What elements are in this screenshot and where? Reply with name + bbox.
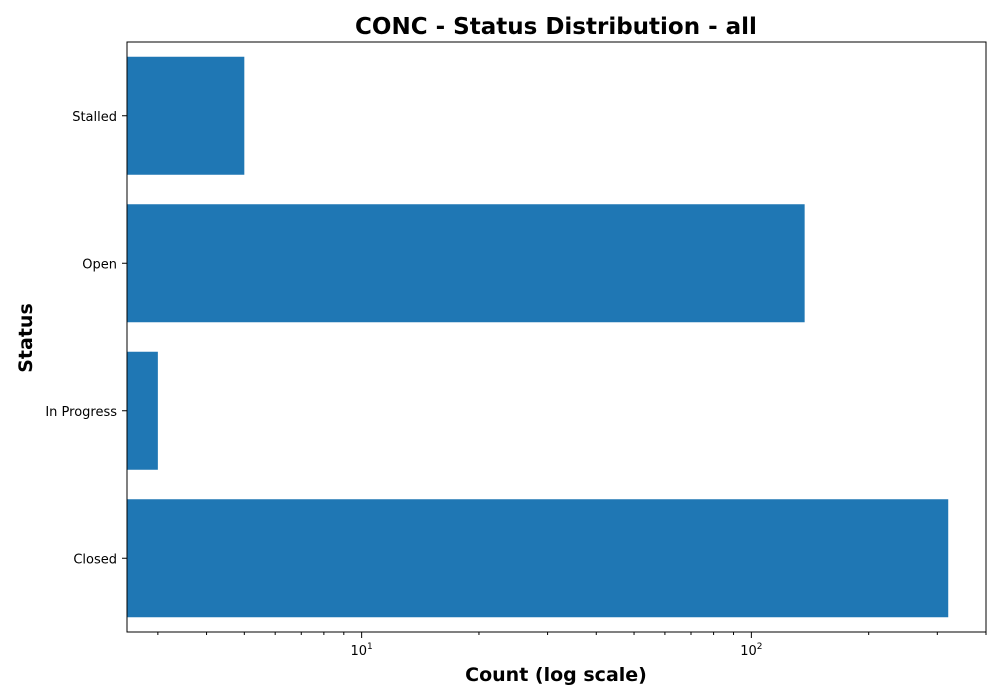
y-tick-label: Open xyxy=(82,257,117,272)
bar-in-progress xyxy=(127,351,158,470)
y-tick-label: Stalled xyxy=(72,110,117,125)
x-tick-label: 102 xyxy=(740,642,762,659)
plot-area: Closed In Progress Open Stalled 101 102 xyxy=(45,41,987,659)
y-axis-label: Status xyxy=(15,303,37,373)
plot-frame xyxy=(126,41,987,633)
x-axis-label: Count (log scale) xyxy=(465,664,647,686)
chart-title: CONC - Status Distribution - all xyxy=(355,14,757,40)
y-tick-label: In Progress xyxy=(45,405,117,420)
bar-open xyxy=(127,204,805,323)
y-tick-label: Closed xyxy=(73,552,117,567)
bar-stalled xyxy=(127,56,245,175)
bar-closed xyxy=(127,499,949,618)
x-tick-label: 101 xyxy=(350,642,372,659)
